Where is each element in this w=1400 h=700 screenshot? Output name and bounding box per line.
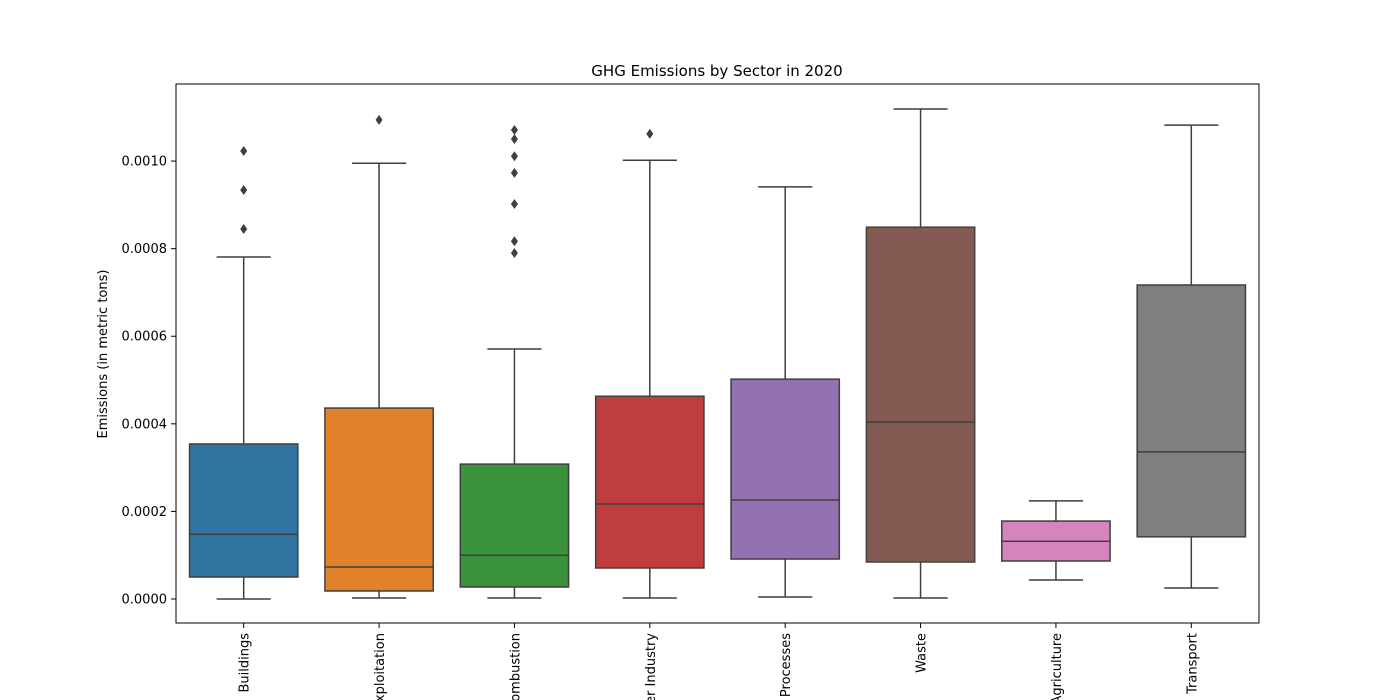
- outlier: [510, 151, 518, 162]
- outlier: [240, 184, 248, 195]
- y-tick-label: 0.0004: [122, 417, 168, 432]
- y-tick-label: 0.0008: [122, 242, 168, 257]
- box: [730, 378, 841, 560]
- y-tick-label: 0.0000: [122, 593, 168, 608]
- outlier: [240, 146, 248, 157]
- outlier: [510, 124, 518, 135]
- outlier: [510, 134, 518, 145]
- plot-frame: [175, 83, 1260, 624]
- x-tick-label: Industrial Combustion: [508, 633, 523, 700]
- x-tick-label: Power Industry: [644, 633, 659, 700]
- x-tick-label: Buildings: [238, 633, 253, 693]
- y-tick-label: 0.0010: [122, 155, 168, 170]
- x-tick-label: Transport: [1185, 633, 1200, 695]
- box: [459, 463, 570, 588]
- outlier: [240, 223, 248, 234]
- x-tick-label: Waste: [915, 633, 930, 673]
- y-tick-label: 0.0006: [122, 330, 168, 345]
- chart-title: GHG Emissions by Sector in 2020: [591, 62, 842, 80]
- box: [594, 395, 705, 569]
- box: [324, 407, 434, 592]
- outlier: [375, 114, 383, 125]
- y-tick-label: 0.0002: [122, 505, 168, 520]
- box: [188, 443, 299, 578]
- x-tick-label: Fuel Exploitation: [373, 633, 388, 700]
- outlier: [510, 167, 518, 178]
- box: [865, 226, 976, 563]
- outlier: [510, 248, 518, 259]
- x-tick-label: Industrial Processes: [779, 633, 794, 700]
- outlier: [510, 236, 518, 247]
- outlier: [510, 198, 518, 209]
- x-tick-label: Agriculture: [1050, 633, 1065, 700]
- box: [1136, 284, 1247, 538]
- y-axis-label: Emissions (in metric tons): [96, 270, 111, 439]
- outlier: [646, 128, 654, 139]
